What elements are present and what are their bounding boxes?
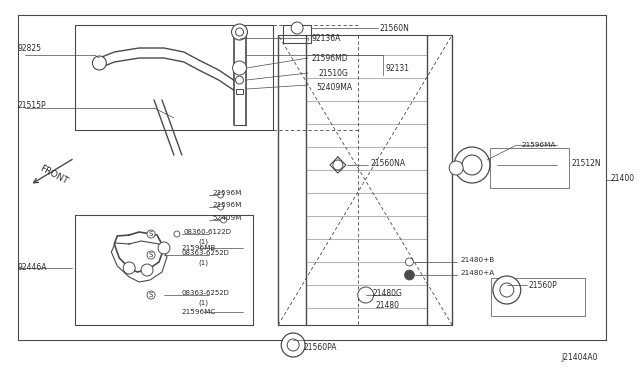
Text: S: S	[149, 231, 153, 237]
Text: 21560NA: 21560NA	[371, 158, 406, 167]
Circle shape	[158, 242, 170, 254]
Text: S: S	[149, 252, 153, 258]
Circle shape	[232, 61, 246, 75]
Text: 08363-6252D: 08363-6252D	[182, 290, 230, 296]
Bar	[284, 25, 311, 43]
Text: (1): (1)	[199, 260, 209, 266]
Circle shape	[141, 264, 153, 276]
Text: 92446A: 92446A	[18, 263, 47, 272]
Circle shape	[287, 339, 299, 351]
Text: 21560PA: 21560PA	[303, 343, 337, 353]
Circle shape	[406, 258, 413, 266]
Text: 08363-6252D: 08363-6252D	[182, 250, 230, 256]
Text: 21400: 21400	[610, 173, 634, 183]
Circle shape	[124, 262, 135, 274]
Text: (1): (1)	[199, 239, 209, 245]
Circle shape	[449, 161, 463, 175]
Text: 21596M: 21596M	[212, 202, 242, 208]
Text: 21596MB: 21596MB	[182, 245, 216, 251]
Circle shape	[221, 217, 227, 223]
Text: J21404A0: J21404A0	[561, 353, 598, 362]
Text: 92131: 92131	[385, 64, 410, 73]
Circle shape	[291, 22, 303, 34]
Circle shape	[404, 270, 415, 280]
Text: 52409MA: 52409MA	[316, 83, 352, 92]
Circle shape	[232, 24, 248, 40]
Text: 21596M: 21596M	[212, 190, 242, 196]
Text: 92136A: 92136A	[311, 33, 340, 42]
Text: 21560N: 21560N	[380, 23, 410, 32]
Text: FRONT: FRONT	[38, 164, 69, 186]
Circle shape	[281, 333, 305, 357]
Circle shape	[358, 287, 374, 303]
Text: 21480+A: 21480+A	[460, 270, 494, 276]
Text: 21515P: 21515P	[18, 100, 47, 109]
Text: 52409M: 52409M	[212, 215, 242, 221]
Circle shape	[493, 276, 521, 304]
Text: 21480: 21480	[376, 301, 399, 310]
Circle shape	[236, 76, 243, 84]
Text: 21596MC: 21596MC	[182, 309, 216, 315]
Circle shape	[174, 231, 180, 237]
Text: 21596MD: 21596MD	[311, 54, 348, 62]
Circle shape	[92, 56, 106, 70]
Text: 21480+B: 21480+B	[460, 257, 494, 263]
Circle shape	[500, 283, 514, 297]
Circle shape	[218, 192, 223, 198]
Text: 21480G: 21480G	[372, 289, 403, 298]
Text: 21512N: 21512N	[572, 158, 601, 167]
Text: 08360-6122D: 08360-6122D	[184, 229, 232, 235]
Text: 21510G: 21510G	[318, 68, 348, 77]
Text: (1): (1)	[199, 300, 209, 306]
Bar	[490, 148, 570, 188]
Text: 21560P: 21560P	[529, 280, 557, 289]
Bar	[491, 278, 586, 316]
Bar	[236, 89, 243, 94]
Circle shape	[454, 147, 490, 183]
Text: 21596MA: 21596MA	[522, 142, 556, 148]
Circle shape	[462, 155, 482, 175]
Text: S: S	[149, 292, 153, 298]
Circle shape	[236, 28, 243, 36]
Text: 92825: 92825	[18, 44, 42, 52]
Circle shape	[333, 160, 343, 170]
Circle shape	[218, 204, 223, 210]
